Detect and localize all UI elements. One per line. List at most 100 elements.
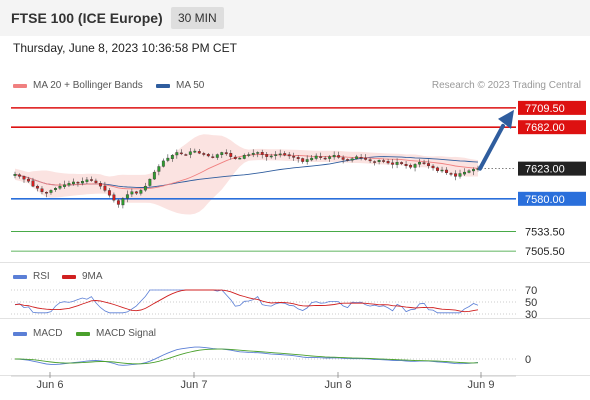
credit-text: Research © 2023 Trading Central [431, 80, 581, 91]
rsi-ma-line [14, 289, 479, 313]
x-tick-label: Jun 8 [325, 379, 352, 391]
legend-ma20-label: MA 20 + Bollinger Bands [33, 80, 143, 91]
ma20-swatch-icon [13, 83, 27, 88]
candle-body [337, 155, 341, 158]
candle-body [80, 181, 84, 184]
ma50-swatch-icon [156, 83, 170, 88]
rsi-line [14, 289, 479, 314]
candle-body [350, 158, 354, 161]
candle-body [85, 179, 89, 182]
candle-body [332, 155, 336, 158]
candle-body [63, 184, 66, 187]
candle-body [22, 176, 26, 180]
candle-body [40, 188, 44, 192]
candle-body [148, 178, 152, 186]
candle-body [94, 180, 98, 183]
candle-body [301, 158, 305, 162]
candle-body [45, 192, 48, 194]
ma20-line [14, 154, 479, 190]
candle-body [202, 153, 206, 155]
price-level-label-bg [518, 120, 586, 135]
candle-body [170, 155, 174, 159]
candle-body [27, 178, 30, 182]
candle-body [215, 154, 219, 158]
candle-body [49, 190, 53, 193]
candle-body [58, 185, 62, 189]
candle-body [211, 156, 215, 158]
timeframe-badge[interactable]: 30 MIN [171, 7, 224, 29]
candle-body [54, 188, 57, 190]
legend-ma50-label: MA 50 [176, 80, 205, 91]
candle-body [319, 156, 323, 158]
candle-body [418, 162, 422, 165]
candle-body [134, 191, 138, 194]
x-tick-label: Jun 7 [181, 379, 208, 391]
candle-body [89, 179, 93, 181]
instrument-title: FTSE 100 (ICE Europe) [11, 10, 163, 26]
price-level-label: 7505.50 [525, 246, 565, 258]
candle-body [139, 190, 143, 194]
candle-body [449, 173, 453, 175]
candle-body [193, 150, 197, 153]
candle-body [458, 173, 462, 177]
candle-body [107, 190, 111, 196]
candle-body [166, 157, 170, 161]
candle-body [328, 156, 332, 159]
candle-body [274, 154, 278, 156]
candle-body [238, 157, 242, 160]
candle-body [278, 153, 282, 156]
candle-body [404, 164, 408, 167]
legend-rsi-ma-label: 9MA [82, 271, 103, 282]
candle-body [224, 152, 228, 155]
candle-body [247, 154, 251, 156]
candle-body [18, 174, 21, 177]
candle-body [269, 155, 273, 158]
panel-divider [0, 262, 590, 263]
candle-body [76, 181, 80, 184]
bollinger-band-area [15, 134, 478, 215]
legend-macd-label: MACD [33, 328, 63, 339]
candle-body [233, 156, 237, 159]
x-tick-label: Jun 6 [37, 379, 64, 391]
candle-body [36, 185, 39, 189]
candle-body [206, 153, 210, 157]
candle-body [314, 155, 318, 159]
candle-body [305, 159, 309, 162]
macd-swatch-icon [13, 331, 27, 336]
candle-body [143, 185, 147, 191]
candle-body [292, 155, 296, 158]
candle-body [364, 157, 368, 160]
panel-divider [0, 318, 590, 319]
price-level-label: 7709.50 [525, 103, 565, 115]
candle-body [359, 157, 363, 159]
legend-macd: MACD [13, 328, 62, 339]
macd-line [14, 346, 479, 366]
candle-body [265, 154, 269, 157]
legend-rsi-label: RSI [33, 271, 50, 282]
price-level-label: 7580.00 [525, 194, 565, 206]
candle-body [413, 164, 417, 168]
candle-body [229, 153, 233, 157]
price-level-label-bg [518, 100, 586, 115]
candle-body [427, 163, 430, 167]
candle-body [346, 159, 350, 161]
candle-body [296, 157, 300, 159]
candle-body [67, 183, 71, 186]
candle-body [431, 165, 435, 169]
candle-body [260, 152, 264, 155]
x-tick-label: Jun 9 [468, 379, 495, 391]
candle-body [395, 162, 399, 165]
rsi-level-label: 70 [525, 285, 537, 297]
legend-ma20: MA 20 + Bollinger Bands [13, 80, 143, 91]
candle-body [71, 181, 75, 185]
candle-body [377, 159, 381, 163]
candle-body [179, 152, 183, 155]
candle-body [467, 170, 471, 173]
candle-body [373, 161, 377, 163]
candle-body [121, 198, 125, 206]
candle-body [445, 169, 448, 174]
candle-body [251, 152, 255, 155]
candle-body [341, 157, 345, 160]
candle-body [472, 169, 475, 172]
